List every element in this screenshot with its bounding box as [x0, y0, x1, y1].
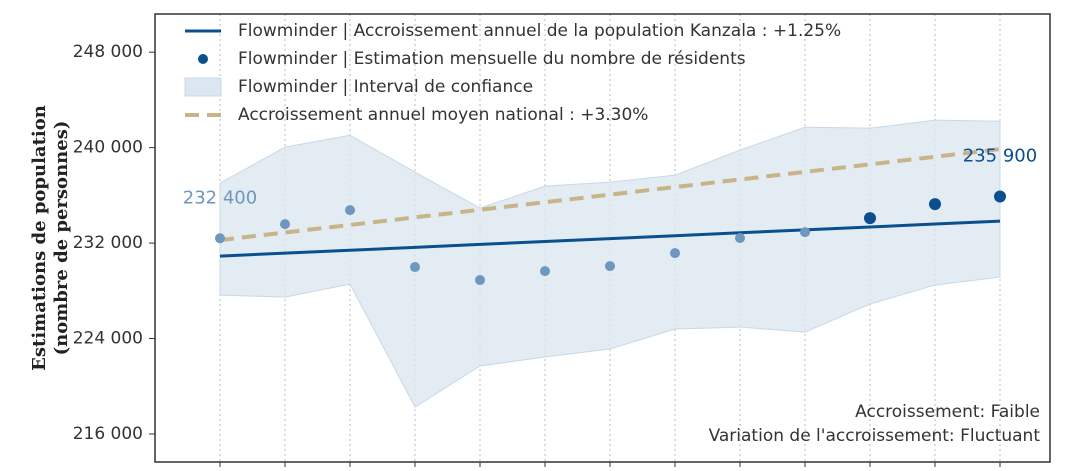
y-tick-label: 248 000 — [73, 42, 143, 62]
legend-label: Accroissement annuel moyen national : +3… — [238, 105, 648, 125]
annotation: Variation de l'accroissement: Fluctuant — [709, 426, 1041, 446]
point — [215, 233, 225, 244]
value-label: 232 400 — [183, 187, 257, 208]
legend-swatch — [184, 77, 222, 97]
y-axis-label: (nombre de personnes) — [51, 121, 72, 356]
point — [280, 219, 290, 230]
value-label: 235 900 — [963, 146, 1037, 167]
point — [929, 198, 941, 211]
y-tick-label: 232 000 — [73, 233, 143, 253]
point — [605, 261, 615, 272]
y-tick-label: 240 000 — [73, 138, 143, 158]
point — [994, 190, 1006, 203]
point — [864, 212, 876, 225]
line — [219, 219, 1001, 258]
point — [410, 262, 420, 273]
point — [475, 275, 485, 286]
legend-swatch — [198, 54, 208, 64]
point — [670, 248, 680, 259]
y-axis-label: Estimations de population — [29, 105, 50, 371]
y-tick-label: 216 000 — [73, 424, 143, 444]
legend-label: Flowminder | Accroissement annuel de la … — [238, 21, 841, 41]
point — [735, 233, 745, 244]
point — [540, 266, 550, 277]
legend-label: Flowminder | Estimation mensuelle du nom… — [238, 49, 746, 69]
y-tick-label: 224 000 — [73, 329, 143, 349]
legend-label: Flowminder | Interval de confiance — [238, 77, 533, 97]
plot-frame — [154, 13, 1051, 463]
point — [345, 205, 355, 216]
point — [800, 227, 810, 238]
annotation: Accroissement: Faible — [855, 402, 1040, 422]
